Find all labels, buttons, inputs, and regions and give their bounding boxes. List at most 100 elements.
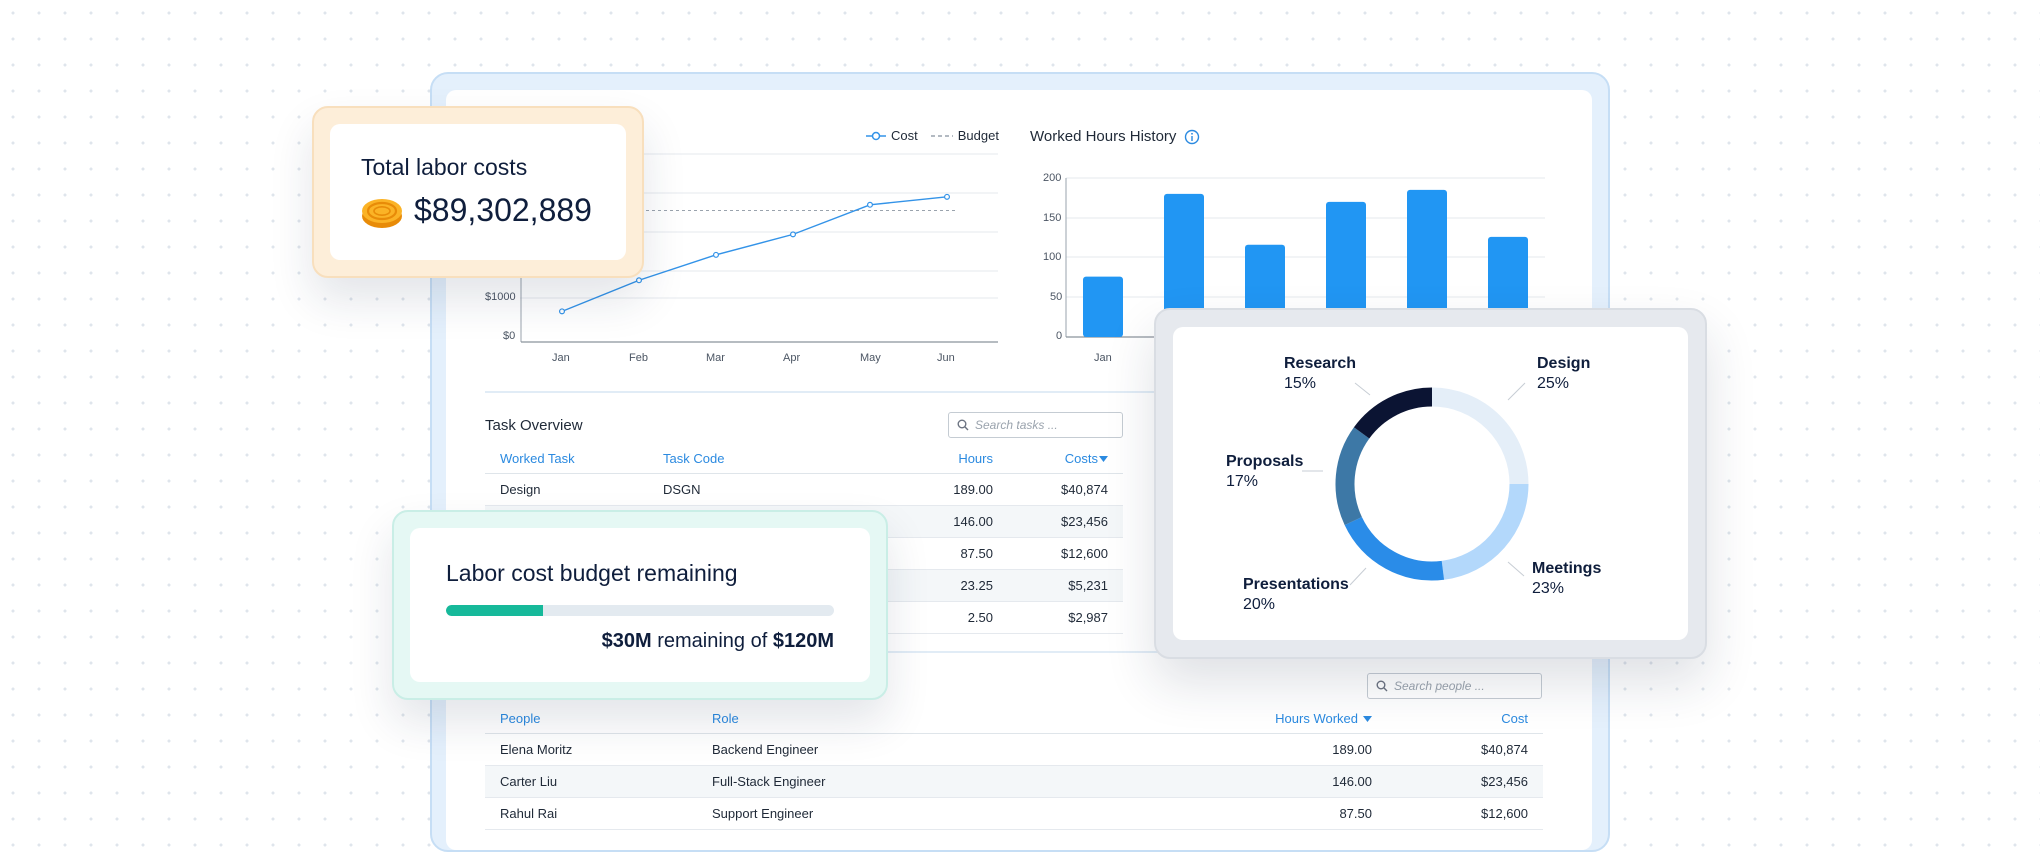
col-hours[interactable]: Hours <box>878 443 1008 474</box>
task-distribution-donut <box>1302 382 1529 586</box>
donut-label-design: Design 25% <box>1537 354 1590 394</box>
donut-label-pct: 17% <box>1226 473 1259 490</box>
coin-icon <box>362 199 402 228</box>
donut-label-name: Proposals <box>1226 453 1304 470</box>
cell-cost: $40,874 <box>1008 473 1123 506</box>
hours-bar <box>1326 201 1366 337</box>
donut-label-pct: 23% <box>1532 580 1565 597</box>
cost-xtick: May <box>860 352 881 364</box>
task-distribution-card-body <box>1173 327 1688 640</box>
info-icon[interactable] <box>1184 129 1200 145</box>
cost-point <box>944 193 951 200</box>
cell-hours: 146.00 <box>1177 765 1387 798</box>
cell-name: Carter Liu <box>485 765 697 798</box>
cell-cost: $23,456 <box>1008 505 1123 538</box>
hours-ytick: 200 <box>1043 172 1062 184</box>
donut-leader-line <box>1507 561 1525 577</box>
table-row[interactable]: Design DSGN 189.00 $40,874 <box>485 473 1123 506</box>
hours-ytick: 0 <box>1056 330 1063 342</box>
col-role[interactable]: Role <box>697 703 1177 734</box>
budget-total-amount: $120M <box>772 630 834 652</box>
cell-hours: 146.00 <box>878 505 1008 538</box>
donut-slice <box>1431 387 1529 485</box>
cost-legend-icon <box>866 131 886 140</box>
cell-role: Full-Stack Engineer <box>697 765 1177 798</box>
donut-slice <box>1344 516 1445 581</box>
donut-slice <box>1335 427 1370 526</box>
labor-costs-card-body <box>330 124 626 260</box>
task-search-placeholder: Search tasks ... <box>975 418 1058 432</box>
cost-xtick: Mar <box>706 352 725 364</box>
cell-name: Elena Moritz <box>485 733 697 766</box>
sort-down-icon <box>1363 715 1372 722</box>
cell-cost: $5,231 <box>1008 569 1123 602</box>
col-hours-worked[interactable]: Hours Worked <box>1177 703 1387 734</box>
cell-cost: $40,874 <box>1387 733 1543 766</box>
cost-xtick: Feb <box>629 352 648 364</box>
task-table-header: Worked Task Task Code Hours Costs <box>485 443 1123 474</box>
cell-task: Design <box>485 473 648 506</box>
col-worked-task[interactable]: Worked Task <box>485 443 648 474</box>
cost-ytick: $1000 <box>485 291 516 303</box>
hours-ytick: 150 <box>1043 212 1062 224</box>
cell-hours: 189.00 <box>878 473 1008 506</box>
donut-label-presentations: Presentations 20% <box>1243 575 1349 615</box>
donut-label-name: Research <box>1284 355 1357 372</box>
hours-bar <box>1407 189 1447 337</box>
people-search-input[interactable]: Search people ... <box>1367 673 1542 699</box>
donut-slice <box>1353 387 1433 439</box>
donut-label-name: Presentations <box>1243 576 1349 593</box>
cost-xtick: Jan <box>552 352 570 364</box>
donut-slice <box>1441 483 1529 580</box>
col-people[interactable]: People <box>485 703 697 734</box>
labor-costs-title: Total labor costs <box>361 154 528 180</box>
cost-point <box>636 277 643 284</box>
budget-remaining-amount: $30M <box>601 630 652 652</box>
donut-label-pct: 25% <box>1537 375 1570 392</box>
section-divider <box>485 391 1543 393</box>
donut-leader-line <box>1507 382 1526 401</box>
search-icon <box>957 419 969 431</box>
cell-hours: 23.25 <box>878 569 1008 602</box>
budget-remaining-summary: $30M remaining of $120M <box>446 630 834 653</box>
cost-xtick: Apr <box>783 352 801 364</box>
budget-remaining-text: remaining of <box>657 630 768 652</box>
donut-label-meetings: Meetings 23% <box>1532 559 1601 599</box>
budget-progress-bar <box>446 605 834 616</box>
hours-bar <box>1164 193 1204 337</box>
people-table-header: People Role Hours Worked Cost <box>485 703 1543 734</box>
task-search-input[interactable]: Search tasks ... <box>948 412 1123 438</box>
cost-point <box>713 251 720 258</box>
hours-ytick: 100 <box>1043 251 1062 263</box>
col-hours-worked-label: Hours Worked <box>1275 710 1358 726</box>
col-cost[interactable]: Cost <box>1387 703 1543 734</box>
col-costs[interactable]: Costs <box>1008 443 1123 474</box>
hours-chart-header: Worked Hours History <box>1030 128 1200 145</box>
cell-hours: 189.00 <box>1177 733 1387 766</box>
col-costs-label: Costs <box>1064 450 1098 466</box>
hours-xtick: Jan <box>1094 352 1112 364</box>
donut-label-pct: 15% <box>1284 375 1317 392</box>
people-table: People Role Hours Worked Cost Elena Mori… <box>485 703 1543 830</box>
table-row[interactable]: Carter Liu Full-Stack Engineer 146.00 $23,4… <box>485 765 1543 798</box>
search-icon <box>1376 680 1388 692</box>
budget-progress-fill <box>446 605 543 616</box>
donut-leader-line <box>1354 382 1371 396</box>
people-search-placeholder: Search people ... <box>1394 679 1485 693</box>
table-row[interactable]: Elena Moritz Backend Engineer 189.00 $40,87… <box>485 733 1543 766</box>
col-task-code[interactable]: Task Code <box>648 443 878 474</box>
cell-cost: $12,600 <box>1008 537 1123 570</box>
section-divider <box>485 651 1543 653</box>
cell-role: Backend Engineer <box>697 733 1177 766</box>
budget-remaining-title: Labor cost budget remaining <box>446 560 738 586</box>
hours-chart-title: Worked Hours History <box>1030 128 1177 145</box>
cost-point <box>867 201 874 208</box>
donut-label-name: Design <box>1537 355 1591 372</box>
cost-point <box>790 231 797 238</box>
sort-down-icon <box>1099 455 1108 462</box>
donut-label-pct: 20% <box>1243 596 1276 613</box>
cell-cost: $23,456 <box>1387 765 1543 798</box>
budget-legend-icon <box>930 134 953 137</box>
cost-series-line <box>561 196 948 313</box>
cost-xtick: Jun <box>937 352 955 364</box>
